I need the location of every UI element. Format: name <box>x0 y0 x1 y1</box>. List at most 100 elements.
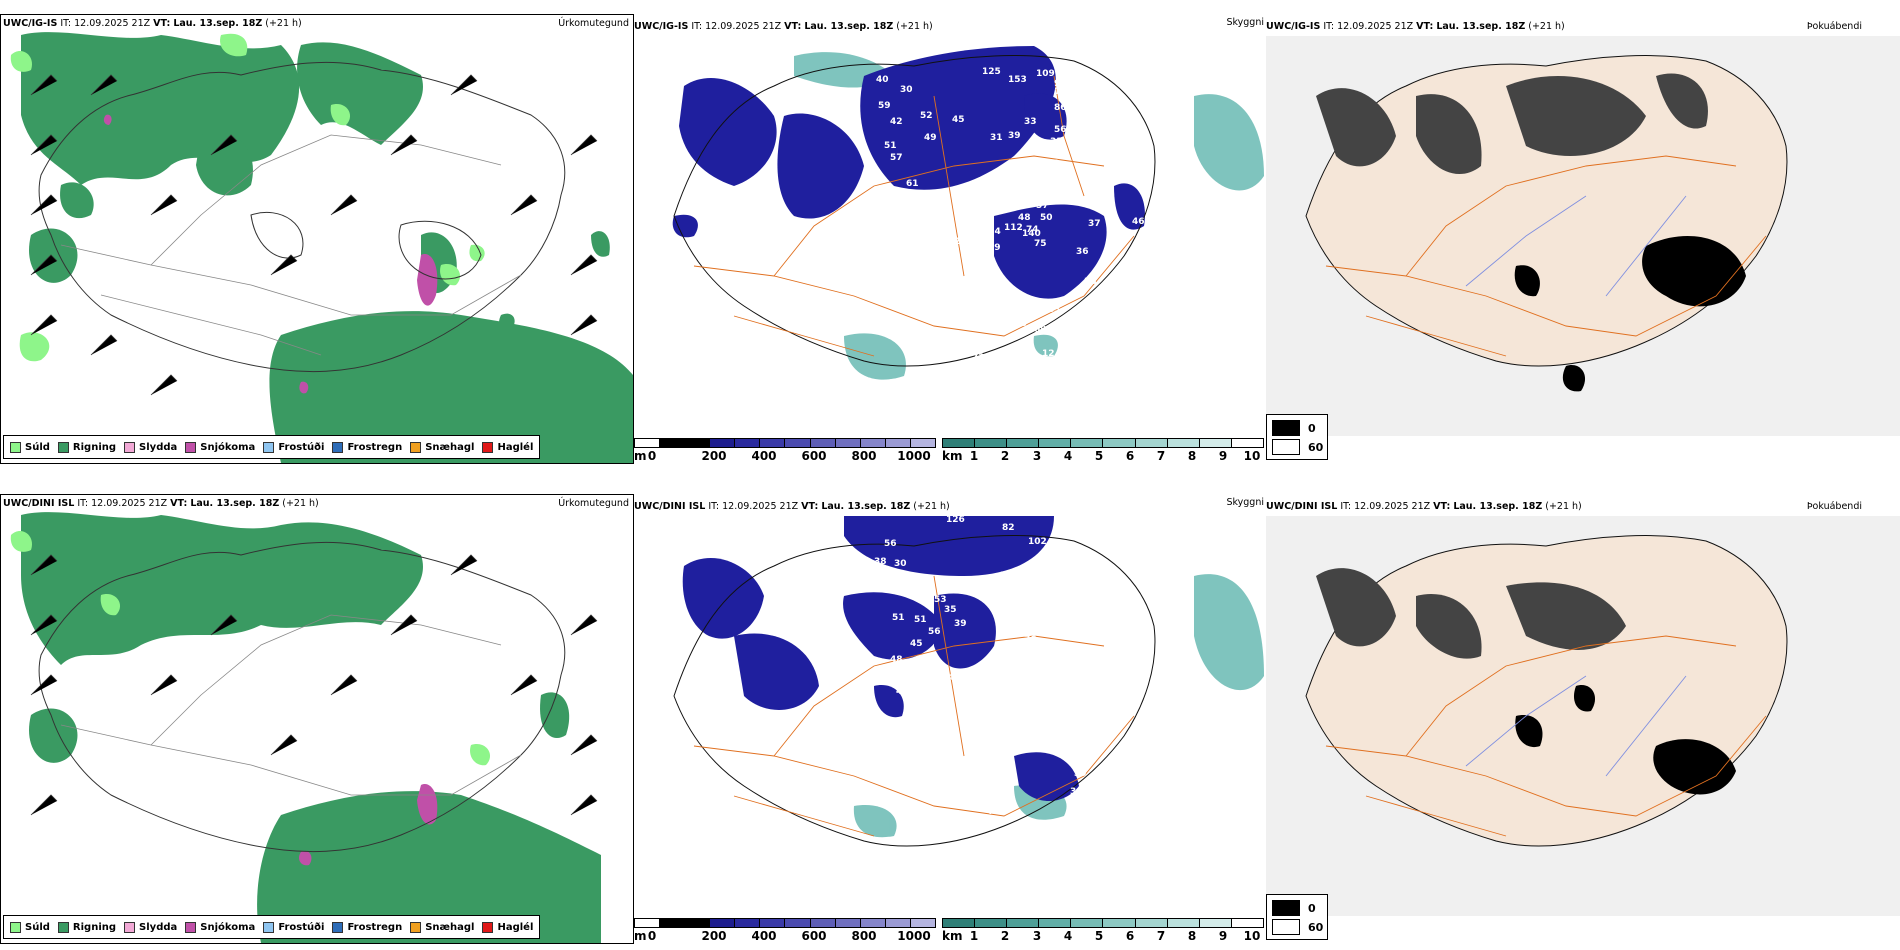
vis-value-label: 48 <box>890 655 903 665</box>
vis-tick: 7 <box>1156 449 1166 462</box>
legend-swatch <box>332 921 344 933</box>
legend-item: Haglél <box>482 441 533 453</box>
vis-value-label: 102 <box>1028 537 1047 547</box>
vis-value-label: 73 <box>988 807 1001 817</box>
vis-value-label: 33 <box>1024 117 1037 127</box>
vis-value-label: 106 <box>1008 319 1027 329</box>
legend-item: Súld <box>10 441 50 453</box>
vis-value-label: 76 <box>1024 635 1037 645</box>
vis-tick: 2 <box>1000 449 1010 462</box>
height-tick: 1000 <box>897 449 931 462</box>
panel-header-row1-c: UWC/IG-IS IT: 12.09.2025 21Z VT: Lau. 13… <box>1266 21 1565 32</box>
vis-value-label: 48 <box>1018 213 1031 223</box>
vis-tick: 1 <box>969 449 979 462</box>
vis-unit: km <box>942 449 963 462</box>
model-name: UWC/IG-IS <box>3 18 58 29</box>
legend-item: Snjókoma <box>185 441 255 453</box>
legend-swatch <box>10 441 21 453</box>
vis-value-label: 39 <box>954 619 967 629</box>
vis-unit: km <box>942 929 963 942</box>
vis-value-label: 57 <box>890 153 903 163</box>
height-unit: m <box>634 929 647 942</box>
legend-swatch <box>482 441 494 453</box>
vis-tick: 6 <box>1125 929 1135 942</box>
vis-value-label: 125 <box>982 67 1001 77</box>
vis-value-label: 42 <box>948 237 961 247</box>
vis-value-label: 39 <box>1074 769 1087 779</box>
vis-value-label: 39 <box>988 243 1001 253</box>
vis-value-label: 53 <box>934 595 947 605</box>
fog-map-row1 <box>1266 36 1900 436</box>
height-tick: 400 <box>751 929 777 942</box>
vis-tick: 4 <box>1063 449 1073 462</box>
cloud-panel-row1: UWC/IG-IS IT: 12.09.2025 21Z VT: Lau. 13… <box>634 14 1264 462</box>
legend-item: Slydda <box>124 441 177 453</box>
vis-value-label: 38 <box>874 557 887 567</box>
vis-value-label: 75 <box>1034 239 1047 249</box>
vis-value-label: 55 <box>994 295 1007 305</box>
vis-value-label: 32 <box>1054 325 1067 335</box>
vis-value-label: 49 <box>924 133 937 143</box>
legend-item: Frostregn <box>332 921 402 933</box>
height-tick: 0 <box>647 449 657 462</box>
legend-swatch <box>482 921 494 933</box>
vis-value-label: 57 <box>1036 201 1049 211</box>
legend-swatch <box>124 441 136 453</box>
vis-value-label: 56 <box>1054 125 1067 135</box>
height-tick: 600 <box>801 449 827 462</box>
vt-label: VT: <box>153 18 171 29</box>
vis-tick: 10 <box>1243 449 1261 462</box>
height-tick: 800 <box>851 929 877 942</box>
height-tick: 200 <box>701 929 727 942</box>
vis-value-label: 12 <box>1042 349 1055 359</box>
vis-value-label: 39 <box>1008 131 1021 141</box>
fog-panel-row1: UWC/IG-IS IT: 12.09.2025 21Z VT: Lau. 13… <box>1266 14 1900 462</box>
vis-tick: 3 <box>1032 449 1042 462</box>
it-label: IT: <box>60 18 72 29</box>
vis-value-label: 30 <box>900 85 913 95</box>
precip-panel-row1: UWC/IG-IS IT: 12.09.2025 21Z VT: Lau. 13… <box>0 14 634 464</box>
vis-value-label: 37 <box>962 279 975 289</box>
vis-tick: 3 <box>1032 929 1042 942</box>
vis-bar-row2: km 1 2 3 4 5 6 7 8 9 10 <box>942 918 1264 942</box>
panel-header-row1-a: UWC/IG-IS IT: 12.09.2025 21Z VT: Lau. 13… <box>3 18 302 30</box>
vis-title-row1: Skyggni <box>1226 17 1264 28</box>
height-bar-cells <box>634 438 936 448</box>
vis-value-label: 46 <box>1038 175 1051 185</box>
vis-value-label: 58 <box>1002 831 1015 841</box>
precip-panel-row2: UWC/DINI ISL IT: 12.09.2025 21Z VT: Lau.… <box>0 494 634 944</box>
vis-value-label: 70 <box>996 349 1009 359</box>
precip-title-row2: Úrkomutegund <box>558 498 629 509</box>
vis-value-label: 54 <box>1042 665 1055 675</box>
legend-swatch <box>1272 420 1300 436</box>
height-bar-cells <box>634 918 936 928</box>
vis-bar-row1: km 1 2 3 4 5 6 7 8 9 10 <box>942 438 1264 462</box>
vis-value-label: 153 <box>1008 75 1027 85</box>
vis-value-label: 35 <box>974 401 987 411</box>
legend-item: Rigning <box>57 441 116 453</box>
vis-value-label: 45 <box>952 115 965 125</box>
height-tick: 800 <box>851 449 877 462</box>
legend-item: Snæhagl <box>410 441 474 453</box>
legend-swatch <box>410 441 422 453</box>
vis-tick: 1 <box>969 929 979 942</box>
vis-value-label: 41 <box>948 673 961 683</box>
vis-value-label: 60 <box>1032 645 1045 655</box>
vis-value-label: 36 <box>898 199 911 209</box>
vis-value-label: 49 <box>974 839 987 849</box>
vis-tick: 6 <box>1125 449 1135 462</box>
vis-value-label: 36 <box>1108 237 1121 247</box>
vis-value-label: 30 <box>894 559 907 569</box>
legend-item: Haglél <box>482 921 533 933</box>
vis-value-label: 69 <box>916 211 929 221</box>
vis-value-label: 59 <box>878 101 891 111</box>
legend-item: Rigning <box>57 921 116 933</box>
vis-value-label: 86 <box>1054 103 1067 113</box>
vis-value-label: 58 <box>1000 571 1013 581</box>
precip-map-row2 <box>10 512 601 943</box>
legend-swatch <box>263 921 275 933</box>
vis-value-label: 87 <box>976 257 989 267</box>
vis-value-label: 51 <box>914 615 927 625</box>
